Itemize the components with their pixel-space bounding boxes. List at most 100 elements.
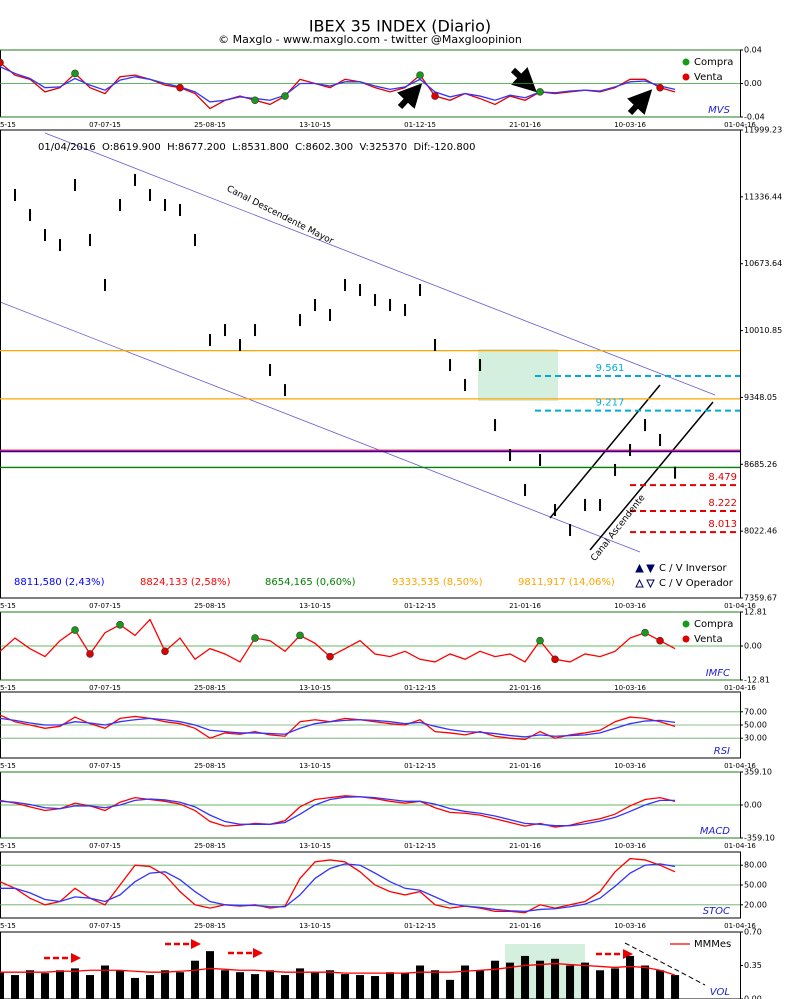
- red-arrows: [44, 939, 633, 963]
- signal-dot: [641, 628, 649, 637]
- signal-dot: [0, 58, 4, 67]
- x-tick-label: 01-04-16: [724, 762, 756, 770]
- volume-bar: [41, 973, 50, 999]
- price-bar: [254, 324, 257, 337]
- series-line: [0, 863, 676, 913]
- price-bar: [659, 434, 662, 447]
- x-tick-label: 25-08-15: [194, 842, 226, 850]
- signal-dot: [551, 655, 559, 664]
- x-tick-label: 01-04-16: [724, 602, 756, 610]
- signal-dot: [116, 620, 124, 629]
- level-label: 8654,165 (0,60%): [265, 577, 356, 588]
- x-tick-label: 07-07-15: [89, 922, 121, 930]
- x-tick-label: 07-07-15: [89, 121, 121, 129]
- x-tick-label: 5-15: [0, 121, 16, 129]
- price-bar: [509, 449, 512, 462]
- volume-bar: [416, 965, 425, 999]
- chart-title: IBEX 35 INDEX (Diario): [309, 17, 491, 36]
- x-tick-label: 25-08-15: [194, 121, 226, 129]
- price-bar: [569, 523, 572, 536]
- price-bar: [29, 208, 32, 221]
- x-tick-label: 5-15: [0, 922, 16, 930]
- price-bar: [614, 463, 617, 476]
- price-bar: [89, 233, 92, 246]
- x-tick-label: 10-03-16: [614, 121, 646, 129]
- y-tick-label: 50.00: [744, 881, 767, 890]
- signal-dot: [296, 631, 304, 640]
- volume-bar: [356, 975, 365, 999]
- legend-label: Compra: [694, 57, 733, 68]
- signal-dot: [161, 647, 169, 656]
- panel-label: VOL: [710, 987, 730, 998]
- panel-label: RSI: [714, 746, 730, 757]
- signal-dot: [416, 71, 424, 79]
- volume-bar: [236, 972, 245, 999]
- y-tick-label: -359.10: [744, 834, 775, 843]
- x-tick-label: 07-07-15: [89, 842, 121, 850]
- price-bar: [524, 484, 527, 497]
- x-tick-label: 25-08-15: [194, 684, 226, 692]
- y-tick-label: 10010.85: [744, 326, 782, 335]
- price-bar: [599, 498, 602, 511]
- price-bar: [389, 299, 392, 312]
- y-tick-label: -0.04: [744, 113, 765, 122]
- x-tick-label: 10-03-16: [614, 602, 646, 610]
- volume-bar: [206, 951, 215, 999]
- y-tick-label: 12.81: [744, 608, 767, 617]
- y-tick-label: 11999.23: [744, 126, 782, 135]
- price-bar: [119, 198, 122, 211]
- x-tick-label: 10-03-16: [614, 922, 646, 930]
- y-tick-label: 70.00: [744, 707, 767, 716]
- volume-bar: [491, 960, 500, 999]
- price-bar: [374, 293, 377, 306]
- volume-bar: [671, 975, 680, 999]
- signal-dot: [176, 83, 184, 92]
- y-tick-label: 10673.64: [744, 259, 782, 268]
- x-tick-label: 13-10-15: [299, 842, 331, 850]
- volume-bar: [626, 955, 635, 999]
- price-bar: [149, 188, 152, 201]
- legend-marker: [682, 58, 690, 66]
- price-bar: [209, 334, 212, 347]
- legend-marker: [646, 579, 655, 589]
- panel-label: IMFC: [706, 668, 730, 679]
- price-bar: [464, 379, 467, 392]
- x-tick-label: 21-01-16: [509, 684, 541, 692]
- volume-bar: [311, 972, 320, 999]
- y-tick-label: 9348.05: [744, 393, 777, 402]
- price-bar: [104, 278, 107, 291]
- y-tick-label: 0.70: [744, 928, 762, 937]
- volume-bar: [656, 970, 665, 999]
- price-bar: [584, 498, 587, 511]
- price-bar: [644, 419, 647, 432]
- y-tick-label: 8685.26: [744, 460, 777, 469]
- panel-label: MVS: [708, 105, 730, 116]
- legend-marker: [635, 563, 644, 573]
- x-tick-label: 13-10-15: [299, 684, 331, 692]
- series-line: [0, 717, 676, 738]
- x-tick-label: 13-10-15: [299, 922, 331, 930]
- volume-bar: [461, 965, 470, 999]
- volume-bar: [476, 970, 485, 999]
- volume-bar: [101, 965, 110, 999]
- y-tick-label: 0.35: [744, 961, 762, 970]
- volume-bar: [596, 970, 605, 999]
- price-bar: [539, 453, 542, 466]
- volume-bar: [86, 975, 95, 999]
- legend-label: Venta: [694, 634, 723, 645]
- signal-dot: [86, 650, 94, 658]
- x-tick-label: 07-07-15: [89, 762, 121, 770]
- price-bar: [164, 198, 167, 211]
- level-label: 8811,580 (2,43%): [14, 577, 105, 588]
- arrows: [397, 67, 653, 116]
- x-tick-label: 10-03-16: [614, 762, 646, 770]
- y-tick-label: 50.00: [744, 721, 767, 730]
- target-label: 9.217: [596, 398, 625, 409]
- legend-label: C / V Operador: [659, 578, 734, 589]
- x-tick-label: 21-01-16: [509, 762, 541, 770]
- x-tick-label: 13-10-15: [299, 602, 331, 610]
- target-label: 8.013: [708, 519, 737, 530]
- volume-bar: [191, 960, 200, 999]
- price-bar: [434, 338, 437, 351]
